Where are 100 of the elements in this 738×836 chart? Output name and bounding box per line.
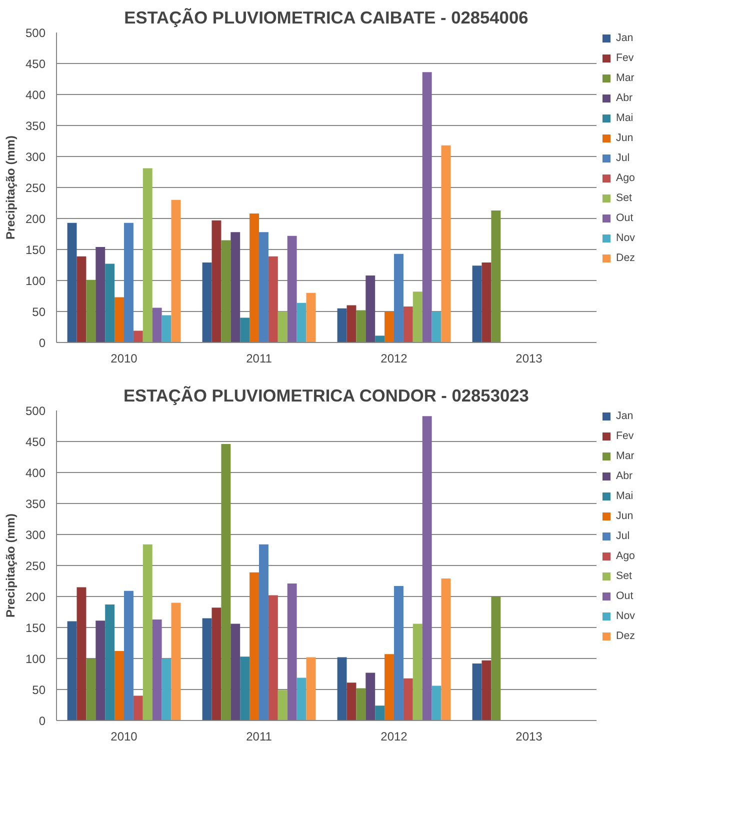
bar: [105, 264, 115, 342]
bar: [412, 292, 422, 342]
bar: [268, 595, 278, 720]
bar: [441, 578, 451, 720]
bar: [346, 305, 356, 342]
legend-label: Jul: [616, 152, 631, 164]
bar: [356, 310, 366, 342]
bar: [366, 672, 376, 720]
bar: [259, 544, 268, 720]
y-tick-label: 50: [32, 683, 46, 697]
y-tick-label: 50: [32, 305, 46, 319]
x-tick-label: 2011: [246, 730, 272, 744]
x-tick-label: 2011: [246, 352, 272, 366]
bar: [259, 232, 268, 342]
bar: [422, 416, 432, 720]
bar: [412, 624, 422, 720]
legend-label: Set: [616, 192, 633, 204]
bar: [124, 590, 134, 720]
bar: [306, 657, 316, 720]
legend-label: Out: [616, 212, 634, 224]
bar: [76, 587, 86, 720]
y-axis-title: Precipitação (mm): [3, 135, 18, 240]
bar: [230, 624, 240, 720]
x-tick-label: 2013: [516, 730, 543, 744]
bar: [250, 214, 259, 342]
y-tick-label: 100: [25, 652, 46, 666]
bar: [472, 266, 482, 342]
y-tick-label: 250: [25, 181, 46, 195]
legend-label: Mai: [616, 490, 634, 502]
legend-label: Fev: [616, 430, 635, 442]
bar: [67, 222, 77, 342]
bar: [287, 583, 297, 720]
legend-label: Ago: [616, 172, 636, 184]
y-tick-label: 400: [25, 88, 46, 102]
bar: [278, 690, 288, 720]
legend-label: Jan: [616, 32, 634, 44]
bar: [356, 688, 366, 720]
legend-label: Abr: [616, 92, 634, 104]
bar: [202, 262, 212, 342]
bar: [96, 247, 106, 342]
bar: [491, 210, 501, 342]
bar: [240, 318, 250, 342]
x-tick-label: 2012: [380, 352, 408, 366]
bar: [337, 657, 347, 720]
bar: [250, 572, 259, 720]
bar: [221, 444, 231, 720]
x-tick-label: 2012: [380, 730, 408, 744]
legend-label: Fev: [616, 52, 635, 64]
y-tick-label: 300: [25, 528, 46, 542]
bar: [86, 280, 96, 342]
chart-title: ESTAÇÃO PLUVIOMETRICA CONDOR - 02853023: [123, 386, 530, 406]
bar: [482, 262, 492, 342]
y-tick-label: 250: [25, 559, 46, 573]
legend-label: Mar: [616, 450, 636, 462]
bar: [403, 678, 413, 720]
legend-label: Mai: [616, 112, 634, 124]
legend-label: Jul: [616, 530, 631, 542]
bar: [384, 654, 394, 720]
bar: [67, 621, 77, 720]
bar: [472, 663, 482, 720]
bar: [384, 312, 394, 342]
bar: [171, 602, 181, 720]
bar: [76, 256, 86, 342]
bar: [403, 306, 413, 342]
bar: [432, 686, 442, 720]
bar: [212, 220, 222, 342]
bar: [394, 586, 404, 720]
bar: [202, 618, 212, 720]
legend-label: Set: [616, 570, 633, 582]
bar: [346, 682, 356, 720]
y-tick-label: 0: [38, 336, 46, 350]
bar: [152, 619, 162, 720]
legend-label: Nov: [616, 610, 636, 622]
bar: [171, 200, 181, 342]
x-tick-label: 2010: [110, 352, 138, 366]
bar: [366, 276, 376, 342]
y-tick-label: 150: [25, 621, 46, 635]
bar: [240, 656, 250, 720]
bar: [375, 336, 385, 342]
bar: [306, 292, 316, 342]
bar: [394, 254, 404, 342]
y-tick-label: 350: [25, 497, 46, 511]
y-tick-label: 100: [25, 274, 46, 288]
y-tick-label: 500: [25, 26, 46, 40]
chart-title: ESTAÇÃO PLUVIOMETRICA CAIBATE - 02854006: [124, 8, 529, 28]
x-tick-label: 2013: [516, 352, 543, 366]
y-tick-label: 150: [25, 243, 46, 257]
legend-label: Ago: [616, 550, 636, 562]
bar: [287, 236, 297, 342]
bar: [162, 658, 172, 720]
bar: [105, 604, 115, 720]
y-tick-label: 200: [25, 212, 46, 226]
bar: [152, 308, 162, 342]
bar: [142, 168, 152, 342]
bar: [96, 620, 106, 720]
bar: [230, 232, 240, 342]
y-tick-label: 400: [25, 466, 46, 480]
y-tick-label: 300: [25, 150, 46, 164]
bar: [375, 706, 385, 720]
bar: [441, 145, 451, 342]
